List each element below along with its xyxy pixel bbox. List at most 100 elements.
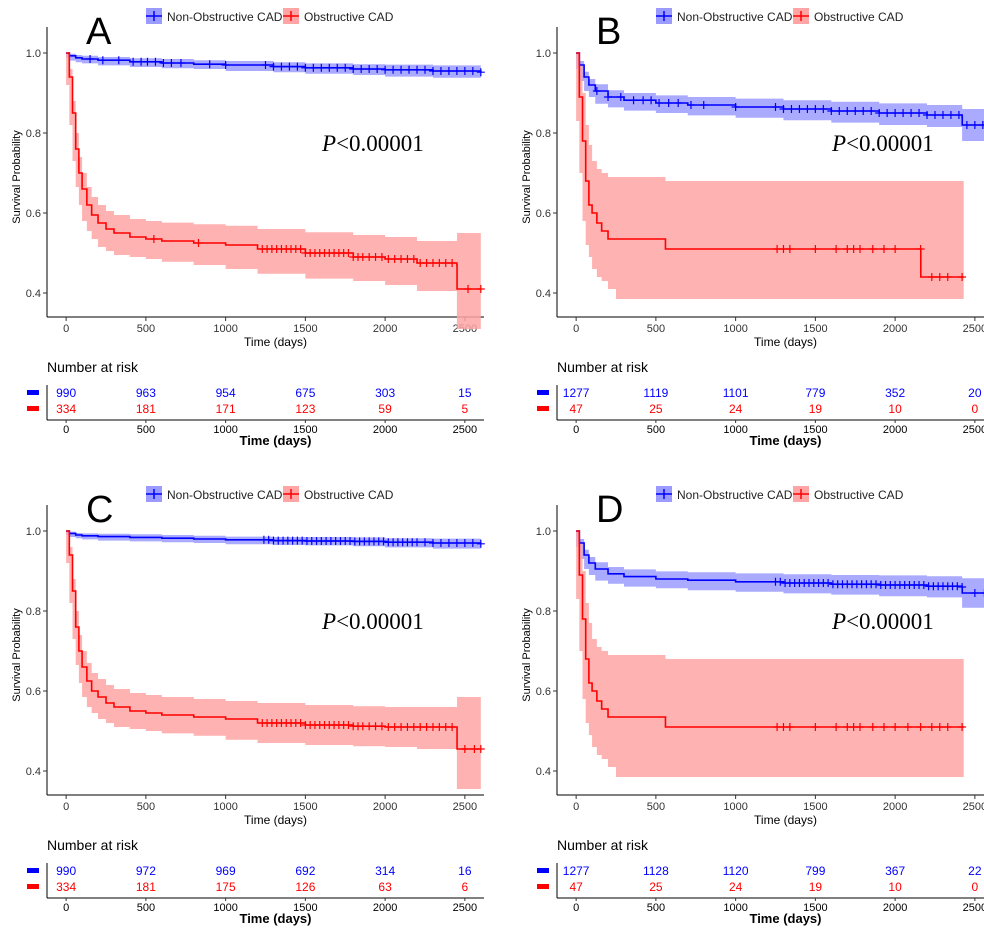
x-tick-label: 1500	[293, 323, 317, 335]
risk-count: 990	[56, 386, 76, 400]
risk-row-swatch	[537, 406, 549, 411]
censor-mark	[832, 245, 841, 253]
censor-mark	[413, 65, 422, 74]
y-tick-label: 0.4	[536, 288, 551, 300]
censor-mark	[114, 56, 123, 65]
risk-x-tick-label: 0	[63, 424, 69, 436]
censor-mark	[448, 723, 457, 731]
censor-mark	[476, 745, 485, 753]
x-tick-label: 2000	[883, 801, 907, 813]
censor-mark	[143, 57, 152, 66]
y-tick-label: 0.6	[26, 208, 41, 220]
legend-item: Non-Obstructive CAD	[146, 8, 283, 24]
x-tick-label: 0	[63, 323, 69, 335]
censor-mark	[604, 93, 613, 101]
risk-table: Number at risk 990 972 969 692 314 16 334 181 175…	[27, 837, 484, 926]
y-tick-label: 1.0	[536, 526, 551, 538]
censor-mark	[436, 539, 445, 547]
censor-mark	[344, 721, 353, 729]
censor-mark	[159, 59, 168, 67]
censor-mark	[397, 65, 406, 74]
censor-mark	[824, 579, 833, 587]
risk-x-tick-label: 500	[647, 902, 665, 914]
risk-count: 779	[805, 386, 825, 400]
censor-mark	[655, 99, 664, 107]
censor-mark	[978, 121, 984, 129]
censor-mark	[468, 67, 477, 75]
y-tick-label: 1.0	[26, 48, 41, 60]
censor-mark	[647, 96, 656, 105]
y-tick-label: 0.6	[536, 686, 551, 698]
panel-letter: C	[86, 489, 113, 531]
risk-x-tick-label: 2000	[373, 424, 397, 436]
censor-mark	[592, 87, 601, 95]
risk-count: 334	[56, 880, 76, 894]
risk-x-tick-label: 1000	[213, 424, 237, 436]
censor-mark	[891, 245, 900, 253]
risk-row-swatch	[27, 406, 39, 411]
risk-row-swatch	[27, 884, 39, 889]
x-axis-title: Time (days)	[244, 813, 307, 827]
censor-mark	[261, 61, 270, 69]
risk-x-tick-label: 0	[573, 902, 579, 914]
censor-mark	[436, 67, 445, 75]
risk-table: Number at risk 990 963 954 675 303 15 334 181 171…	[27, 359, 484, 448]
censor-mark	[832, 723, 841, 731]
censor-mark	[851, 107, 860, 115]
risk-count: 352	[885, 386, 905, 400]
censor-mark	[460, 539, 469, 547]
censor-mark	[460, 67, 469, 75]
y-tick-label: 0.8	[536, 128, 551, 140]
censor-mark	[943, 273, 952, 281]
censor-mark	[856, 245, 865, 253]
legend-label: Non-Obstructive CAD	[677, 488, 793, 502]
censor-mark	[795, 105, 804, 113]
legend: Non-Obstructive CAD Obstructive CAD	[656, 8, 904, 24]
legend-item: Obstructive CAD	[283, 8, 394, 24]
risk-count: 692	[295, 864, 315, 878]
risk-count: 1128	[643, 864, 669, 878]
ci-band-obstructive	[576, 531, 964, 777]
censor-mark	[919, 581, 928, 589]
panel-letter: A	[86, 11, 112, 53]
risk-count: 19	[809, 402, 823, 416]
censor-mark	[317, 63, 326, 72]
censor-mark	[927, 723, 936, 731]
x-tick-label: 1500	[293, 801, 317, 813]
censor-mark	[151, 57, 160, 66]
censor-mark	[420, 65, 429, 74]
risk-count: 1119	[643, 386, 668, 400]
x-axis-title: Time (days)	[244, 335, 307, 349]
risk-count: 24	[729, 880, 743, 894]
risk-x-axis-title: Time (days)	[749, 433, 821, 448]
risk-count: 16	[458, 864, 472, 878]
legend-item: Obstructive CAD	[793, 8, 904, 24]
censor-mark	[859, 107, 868, 115]
p-value-label: P<0.00001	[321, 131, 424, 156]
risk-x-tick-label: 1500	[293, 424, 317, 436]
censor-mark	[938, 111, 947, 119]
legend: Non-Obstructive CAD Obstructive CAD	[146, 8, 394, 24]
risk-table-title: Number at risk	[47, 359, 139, 375]
censor-mark	[954, 111, 963, 119]
risk-count: 10	[888, 880, 902, 894]
censor-mark	[389, 65, 398, 74]
risk-count: 1277	[563, 864, 590, 878]
censor-mark	[365, 65, 374, 73]
y-axis-title: Survival Probability	[11, 130, 23, 224]
censor-mark	[953, 582, 962, 591]
p-value-symbol: P	[831, 131, 846, 156]
y-tick-label: 0.6	[26, 686, 41, 698]
legend-label: Non-Obstructive CAD	[167, 10, 283, 24]
p-value-symbol: P	[321, 131, 336, 156]
risk-row-swatch	[537, 868, 549, 873]
risk-count: 1277	[563, 386, 590, 400]
x-tick-label: 500	[647, 801, 665, 813]
y-tick-label: 0.6	[536, 208, 551, 220]
censor-mark	[871, 580, 880, 589]
censor-mark	[879, 723, 888, 731]
censor-mark	[373, 65, 382, 73]
censor-mark	[868, 245, 877, 253]
